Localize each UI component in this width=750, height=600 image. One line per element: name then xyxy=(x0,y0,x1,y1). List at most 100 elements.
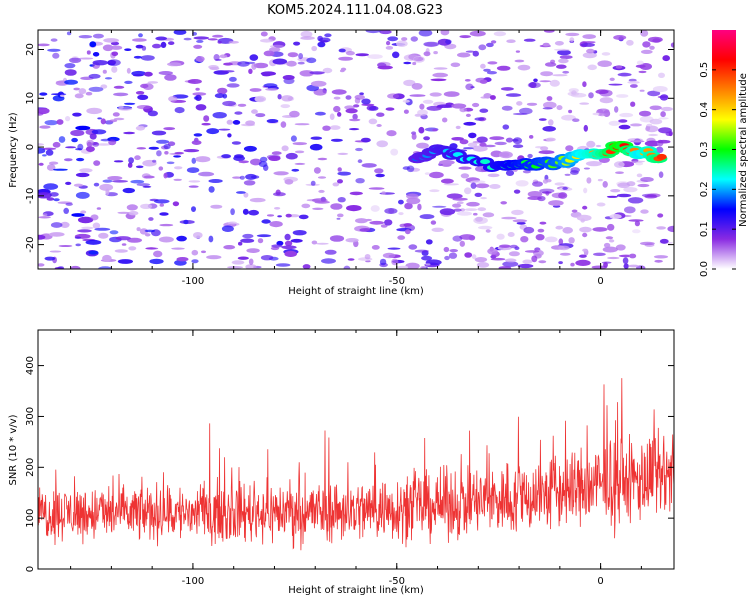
colorbar-tick-label: 0.4 xyxy=(699,102,710,118)
heatmap-cell xyxy=(223,245,236,250)
heatmap-cell xyxy=(538,118,547,121)
heatmap-cell xyxy=(502,261,519,267)
heatmap-cell xyxy=(208,235,214,243)
heatmap-cell xyxy=(228,40,239,44)
heatmap-cell xyxy=(510,244,518,249)
heatmap-cell xyxy=(385,107,395,111)
heatmap-cell xyxy=(60,221,70,228)
heatmap-cell xyxy=(562,227,573,234)
heatmap-cell xyxy=(281,145,289,152)
heatmap-cell xyxy=(117,259,133,264)
heatmap-cell xyxy=(471,254,477,260)
heatmap-cell xyxy=(608,239,615,243)
heatmap-cell xyxy=(361,98,371,105)
heatmap-cell xyxy=(311,45,318,52)
heatmap-cell xyxy=(277,215,282,218)
heatmap-cell xyxy=(219,54,228,59)
heatmap-cell xyxy=(658,72,665,79)
heatmap-cell xyxy=(480,63,486,69)
heatmap-cell xyxy=(652,86,668,93)
heatmap-cell xyxy=(133,55,142,59)
heatmap-cell xyxy=(309,71,325,75)
heatmap-cell xyxy=(403,54,419,61)
heatmap-cell xyxy=(195,104,207,111)
heatmap-cell xyxy=(568,237,575,244)
snr-xlabel: Height of straight line (km) xyxy=(288,585,424,596)
heatmap-cell xyxy=(94,227,111,231)
heatmap-cell xyxy=(485,229,491,233)
heatmap-cell xyxy=(337,112,342,117)
heatmap-cell xyxy=(93,182,100,187)
heatmap-cell xyxy=(387,93,400,99)
heatmap-cell xyxy=(459,107,468,113)
heatmap-cell xyxy=(649,118,663,125)
heatmap-cell xyxy=(361,163,377,168)
heatmap-cell xyxy=(76,157,85,162)
heatmap-cell xyxy=(527,82,541,89)
heatmap-cell xyxy=(38,43,50,47)
heatmap-cell xyxy=(272,58,288,65)
heatmap-cell xyxy=(290,238,303,243)
heatmap-cell xyxy=(193,36,210,40)
heatmap-cell xyxy=(505,170,515,176)
heatmap-cell xyxy=(456,201,464,205)
heatmap-cell xyxy=(140,203,153,209)
heatmap-cell xyxy=(662,55,670,62)
y-tick-label: 100 xyxy=(25,509,36,528)
heatmap-cell xyxy=(408,244,418,250)
heatmap-cell xyxy=(370,205,380,212)
heatmap-cell xyxy=(630,84,638,88)
heatmap-cell xyxy=(499,244,511,248)
heatmap-cell xyxy=(493,31,507,37)
heatmap-cell xyxy=(269,47,281,52)
heatmap-cell xyxy=(483,93,492,99)
heatmap-cell xyxy=(168,96,178,102)
heatmap-cell xyxy=(548,119,554,126)
heatmap-cell xyxy=(73,183,84,187)
heatmap-cell xyxy=(92,33,104,39)
heatmap-cell xyxy=(317,176,327,179)
heatmap-cell xyxy=(38,192,52,199)
heatmap-cell xyxy=(479,79,488,84)
heatmap-cell xyxy=(545,137,556,142)
heatmap-cell xyxy=(212,34,224,38)
heatmap-cell xyxy=(183,37,192,41)
heatmap-cell xyxy=(102,69,107,74)
heatmap-cell xyxy=(425,239,433,245)
heatmap-cell xyxy=(158,236,174,243)
heatmap-cell xyxy=(406,165,415,173)
heatmap-cell xyxy=(512,219,528,223)
heatmap-cell xyxy=(429,189,440,193)
heatmap-cell xyxy=(112,112,120,117)
heatmap-cell xyxy=(71,137,78,143)
heatmap-cell xyxy=(542,107,553,110)
heatmap-cell xyxy=(277,94,282,100)
heatmap-cell xyxy=(397,235,406,240)
heatmap-cell xyxy=(432,128,438,132)
heatmap-cell xyxy=(80,210,87,214)
heatmap-cell xyxy=(607,223,615,231)
heatmap-cell xyxy=(617,72,632,77)
heatmap-cell xyxy=(609,77,615,82)
heatmap-cell xyxy=(670,42,674,48)
heatmap-cell xyxy=(315,242,329,245)
heatmap-cell xyxy=(244,61,256,65)
heatmap-cell xyxy=(210,204,223,209)
heatmap-cell xyxy=(46,197,55,201)
heatmap-cell xyxy=(516,101,523,106)
heatmap-cell xyxy=(439,160,455,165)
heatmap-cell xyxy=(233,155,246,161)
heatmap-cell xyxy=(375,173,385,178)
heatmap-cell xyxy=(88,250,99,255)
heatmap-cell xyxy=(188,180,201,183)
heatmap-cell xyxy=(75,191,90,199)
heatmap-cell xyxy=(164,74,177,81)
heatmap-cell xyxy=(531,255,538,263)
heatmap-cell xyxy=(191,249,199,256)
heatmap-cell xyxy=(111,51,119,57)
heatmap-cell xyxy=(572,118,580,122)
x-tick-label: 0 xyxy=(597,276,603,287)
heatmap-cell xyxy=(557,49,571,56)
heatmap-cell xyxy=(38,162,44,166)
